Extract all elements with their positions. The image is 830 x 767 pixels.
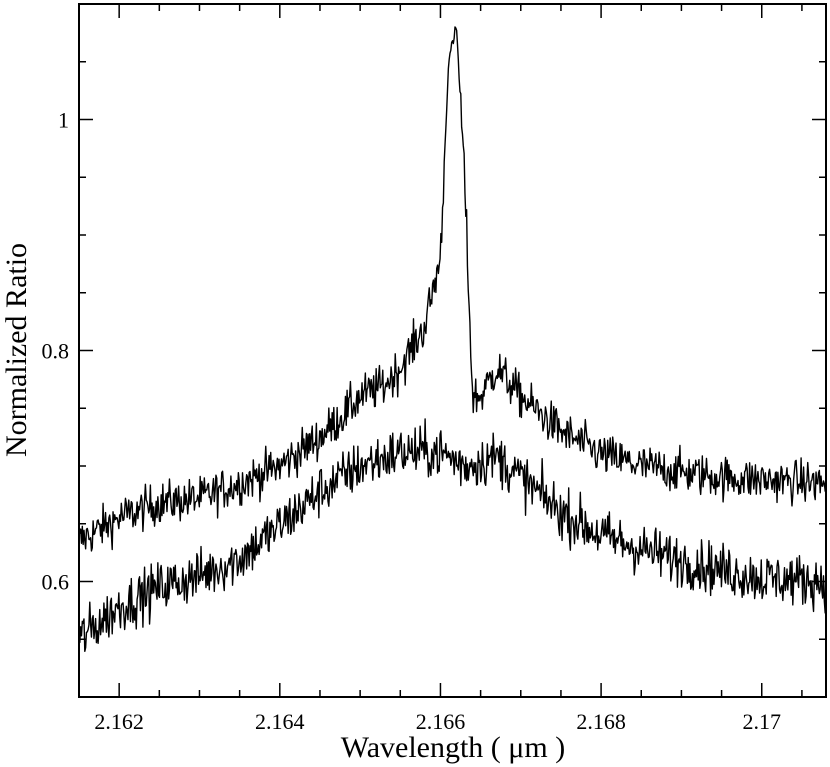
series-line-2 xyxy=(78,418,827,653)
tick-labels: 2.162 2.164 2.166 2.168 2.17 0.6 0.8 1 xyxy=(42,108,781,735)
axis-ticks xyxy=(79,4,826,697)
x-tick-label: 2.168 xyxy=(576,709,626,734)
series-line-1 xyxy=(78,26,827,552)
x-tick-label: 2.162 xyxy=(94,709,144,734)
x-tick-label: 2.166 xyxy=(416,709,466,734)
plot-frame xyxy=(78,3,827,698)
y-tick-label: 1 xyxy=(58,108,69,133)
y-axis-label: Normalized Ratio xyxy=(0,243,33,457)
y-tick-label: 0.8 xyxy=(42,339,70,364)
y-tick-label: 0.6 xyxy=(42,570,70,595)
x-tick-label: 2.17 xyxy=(742,709,781,734)
series-layer xyxy=(78,26,827,653)
x-tick-label: 2.164 xyxy=(255,709,305,734)
x-axis-label: Wavelength ( μm ) xyxy=(341,731,565,764)
